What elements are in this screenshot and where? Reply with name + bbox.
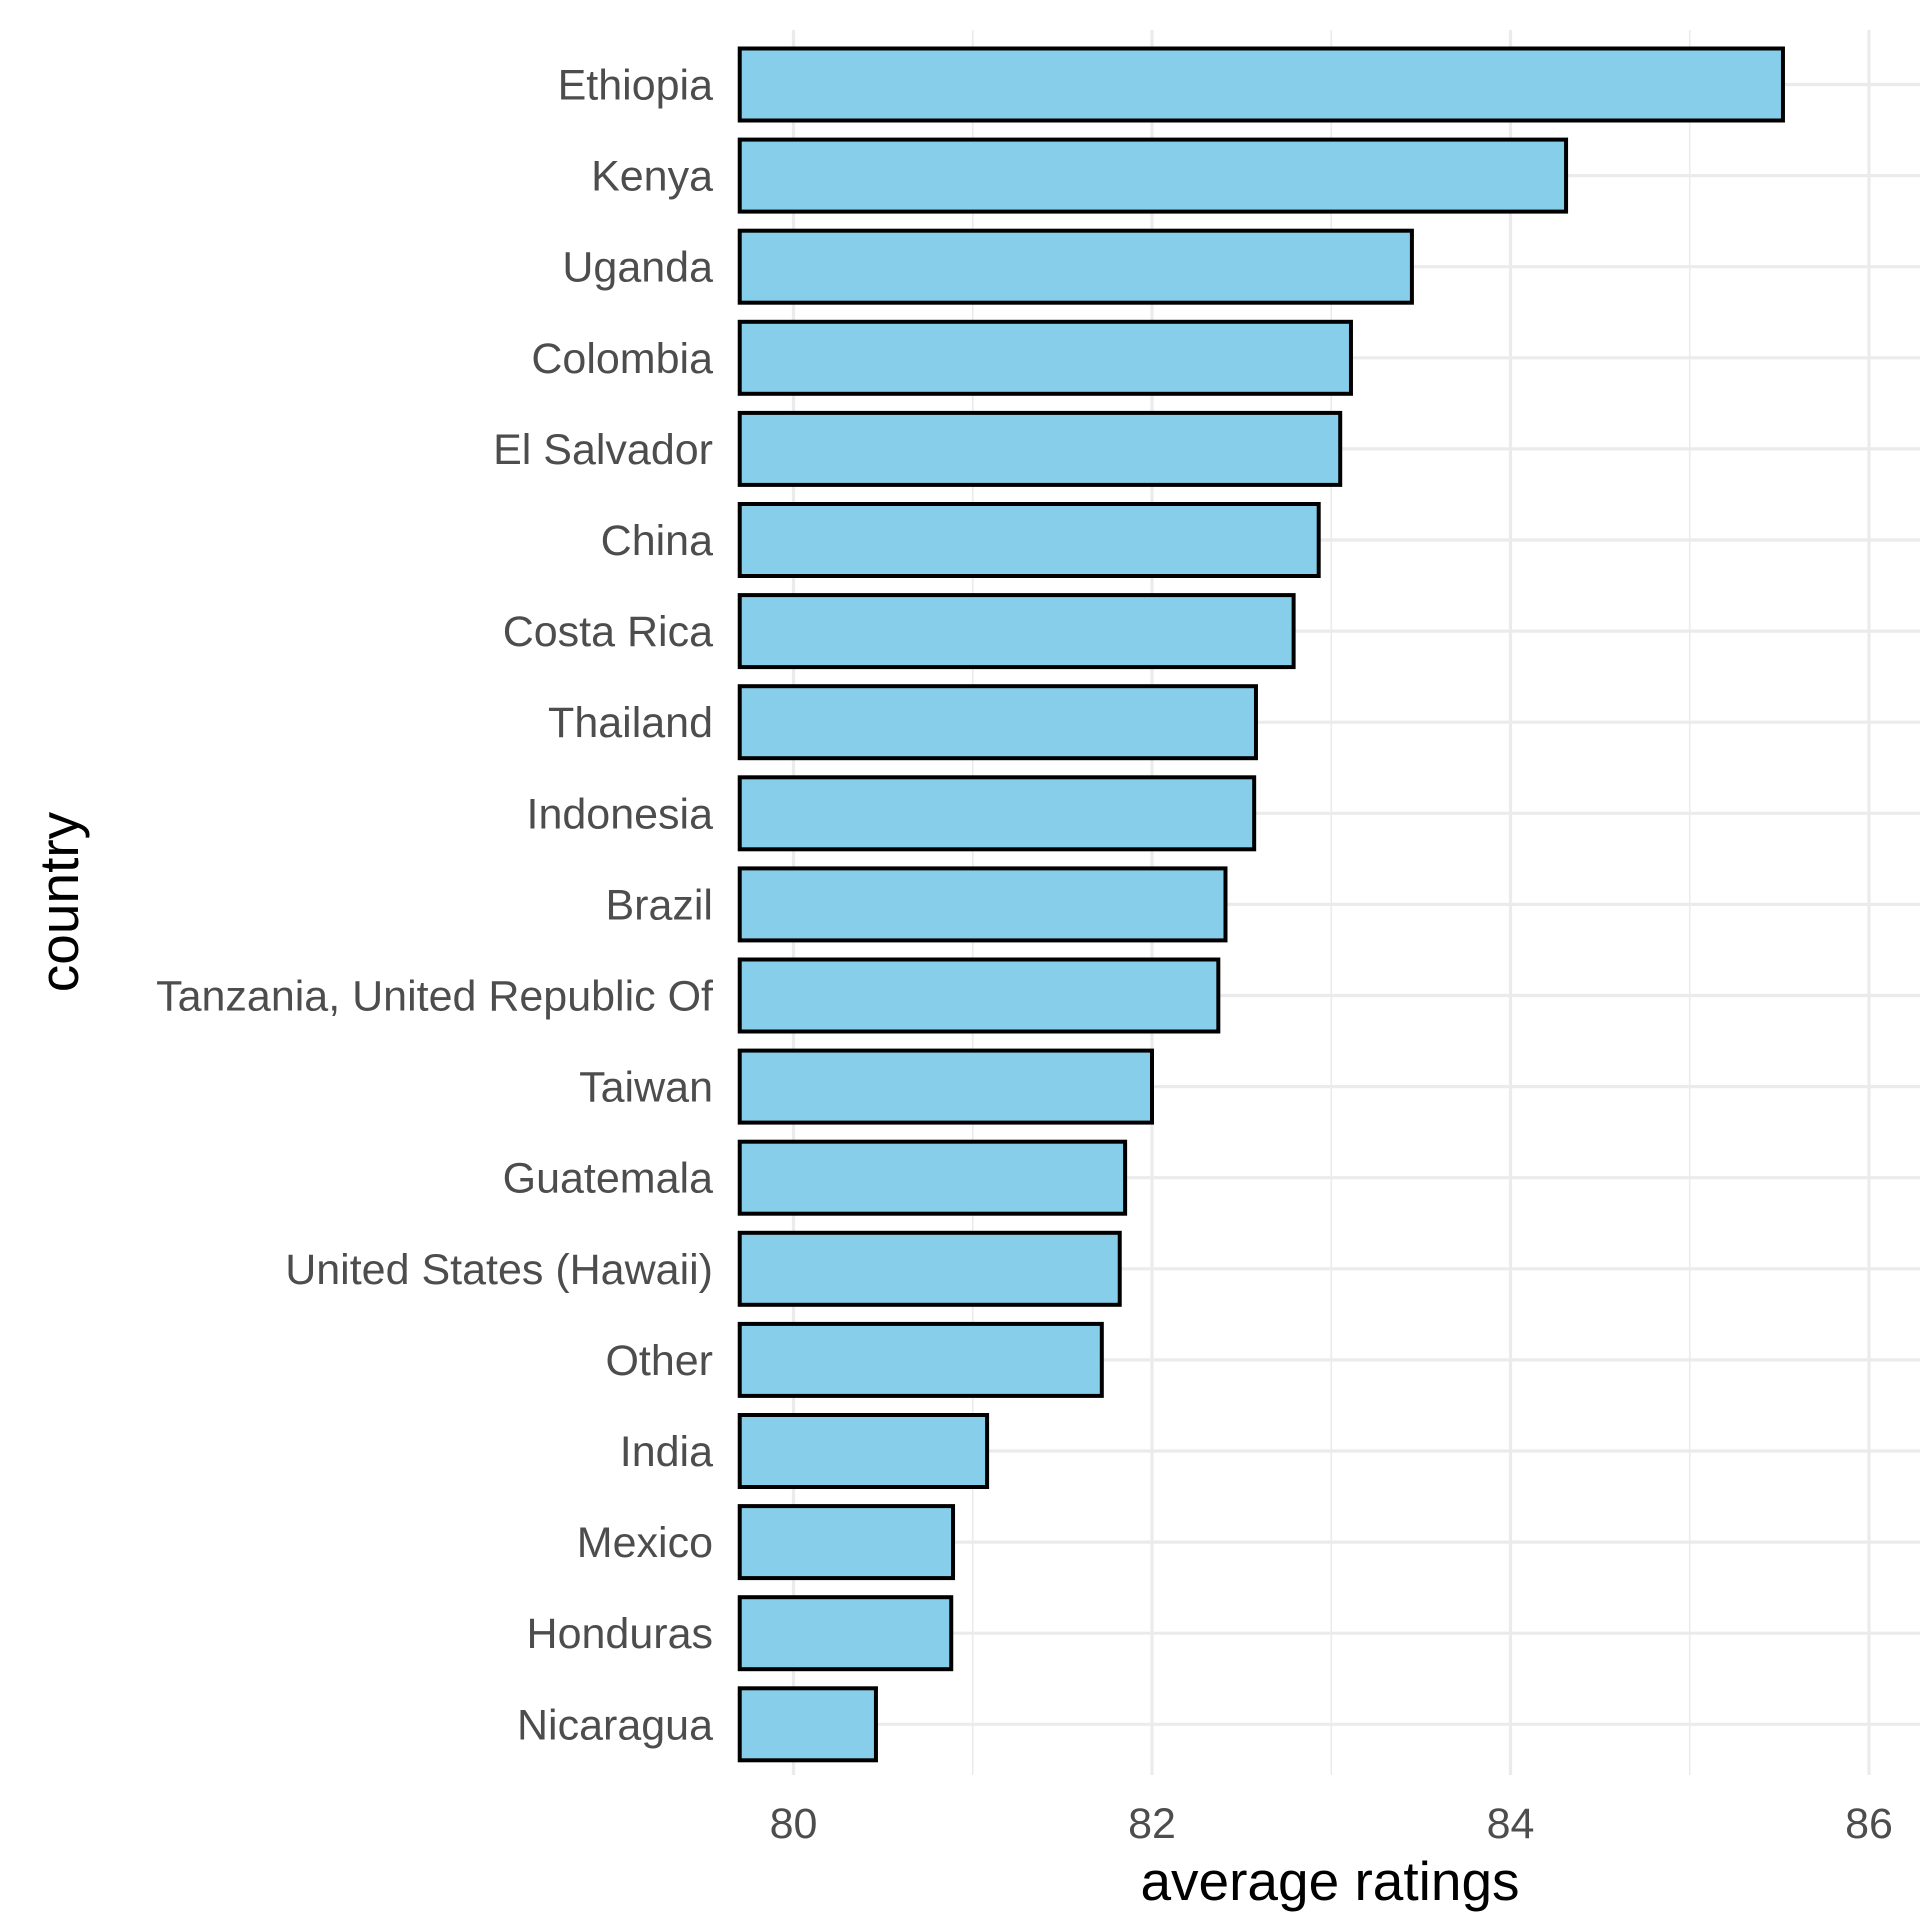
- bar: [737, 1504, 956, 1581]
- y-tick-labels: Ethiopia Kenya Uganda Colombia El Salvador Ch…: [156, 62, 714, 1750]
- bar: [737, 1413, 990, 1489]
- x-tick-labels: 80 82 84 86: [770, 1800, 1893, 1848]
- y-tick-label: El Salvador: [493, 426, 713, 474]
- bar: [737, 1139, 1128, 1216]
- bar: [737, 866, 1228, 943]
- y-tick-label: United States (Hawaii): [285, 1246, 713, 1294]
- y-tick-label: China: [601, 517, 713, 565]
- bar: [737, 1048, 1154, 1125]
- x-tick-label: 80: [770, 1800, 818, 1848]
- bar: [737, 410, 1343, 487]
- x-axis-title: average ratings: [1140, 1850, 1519, 1912]
- y-tick-label: Kenya: [591, 153, 713, 201]
- y-tick-label: Honduras: [527, 1610, 713, 1658]
- x-tick-label: 84: [1487, 1800, 1535, 1848]
- bar: [737, 502, 1321, 578]
- y-tick-label: Guatemala: [503, 1155, 713, 1203]
- bar: [737, 1595, 954, 1672]
- bar: [737, 1686, 878, 1763]
- y-tick-label: Thailand: [548, 699, 713, 747]
- bar: [737, 593, 1296, 670]
- y-tick-label: Taiwan: [579, 1064, 713, 1112]
- bar: [737, 1321, 1104, 1398]
- y-tick-label: Colombia: [531, 335, 713, 383]
- y-tick-label: Costa Rica: [503, 608, 713, 656]
- y-tick-label: India: [620, 1428, 713, 1476]
- bar: [737, 319, 1353, 396]
- y-tick-label: Brazil: [605, 881, 713, 929]
- y-axis-title: country: [28, 811, 90, 992]
- y-tick-label: Ethiopia: [558, 62, 713, 110]
- bar: [737, 228, 1414, 305]
- y-tick-label: Nicaragua: [517, 1701, 713, 1749]
- bar: [737, 137, 1569, 214]
- bar: [737, 957, 1221, 1034]
- y-tick-label: Tanzania, United Republic Of: [156, 973, 714, 1021]
- x-tick-label: 86: [1845, 1800, 1893, 1848]
- bars-layer: [737, 46, 1785, 1763]
- bar: [737, 775, 1257, 852]
- y-tick-label: Uganda: [562, 244, 713, 292]
- bar: [737, 46, 1785, 123]
- x-tick-label: 82: [1128, 1800, 1176, 1848]
- y-tick-label: Mexico: [577, 1519, 713, 1567]
- y-tick-label: Other: [605, 1337, 713, 1385]
- y-tick-label: Indonesia: [527, 790, 714, 838]
- bar: [737, 684, 1258, 761]
- bar: [737, 1230, 1122, 1307]
